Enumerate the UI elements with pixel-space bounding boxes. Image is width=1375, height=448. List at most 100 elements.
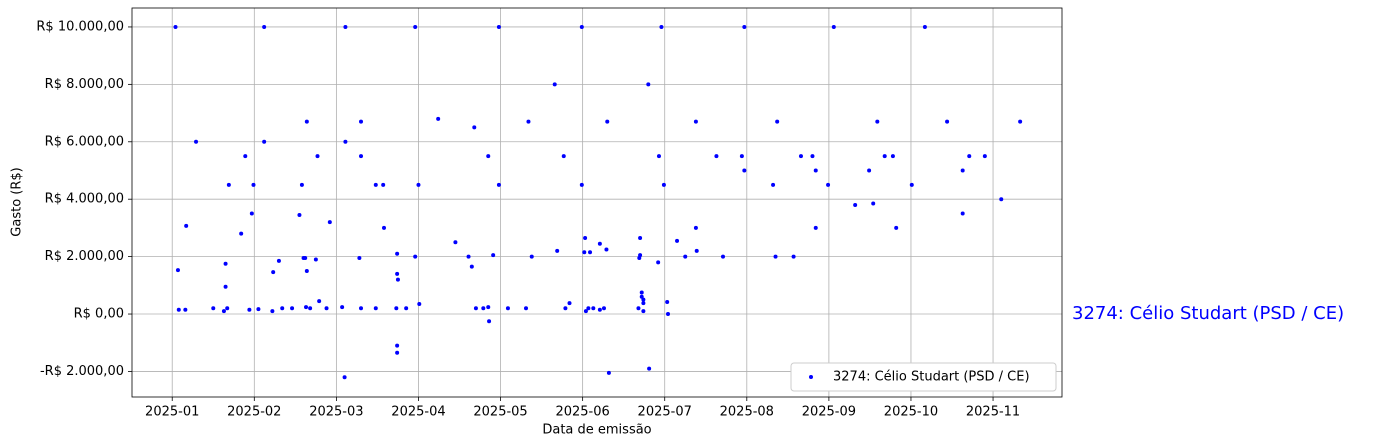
plot-frame: [131, 7, 1063, 398]
point: [496, 182, 501, 187]
point: [579, 182, 584, 187]
point: [890, 154, 895, 159]
point: [831, 24, 836, 29]
x-tick-label: 2025-11: [966, 405, 1020, 420]
point: [251, 182, 256, 187]
point: [271, 270, 276, 275]
point: [417, 301, 422, 306]
x-tick-label: 2025-06: [555, 405, 609, 420]
point: [588, 250, 593, 255]
point: [775, 119, 780, 124]
point: [473, 306, 478, 311]
point: [563, 306, 568, 311]
point: [606, 370, 611, 375]
y-tick-label: R$ 10.000,00: [36, 19, 124, 34]
point: [742, 168, 747, 173]
point: [243, 154, 248, 159]
y-axis-label: Gasto (R$): [10, 167, 25, 236]
point: [867, 168, 872, 173]
point: [826, 182, 831, 187]
point: [276, 258, 281, 263]
point: [810, 154, 815, 159]
point: [605, 119, 610, 124]
point: [638, 235, 643, 240]
point: [491, 253, 496, 258]
point: [561, 154, 566, 159]
point: [526, 119, 531, 124]
x-tick-label: 2025-09: [802, 405, 856, 420]
y-tick-label: R$ 0,00: [74, 307, 124, 322]
point: [343, 139, 348, 144]
point: [967, 154, 972, 159]
y-tick-label: R$ 2.000,00: [45, 249, 124, 264]
point: [373, 306, 378, 311]
point: [225, 306, 230, 311]
point: [853, 202, 858, 207]
point: [871, 201, 876, 206]
point: [436, 116, 441, 121]
x-tick-label: 2025-10: [884, 405, 938, 420]
point: [739, 154, 744, 159]
point: [583, 309, 588, 314]
point: [304, 268, 309, 273]
y-tick-label: R$ 6.000,00: [45, 134, 124, 149]
point: [960, 168, 965, 173]
point: [395, 251, 400, 256]
point: [413, 254, 418, 259]
point: [194, 139, 199, 144]
point: [395, 343, 400, 348]
point: [665, 299, 670, 304]
point: [641, 309, 646, 314]
point: [552, 82, 557, 87]
point: [586, 306, 591, 311]
point: [875, 119, 880, 124]
point: [466, 254, 471, 259]
point: [395, 271, 400, 276]
point: [297, 212, 302, 217]
point: [221, 309, 226, 314]
point: [661, 182, 666, 187]
point: [359, 119, 364, 124]
point: [798, 154, 803, 159]
point: [324, 306, 329, 311]
point: [487, 319, 492, 324]
point: [714, 154, 719, 159]
point: [481, 306, 486, 311]
point: [694, 248, 699, 253]
point: [659, 24, 664, 29]
point: [394, 306, 399, 311]
x-tick-label: 2025-04: [391, 405, 445, 420]
point: [656, 154, 661, 159]
point: [523, 306, 528, 311]
point: [280, 306, 285, 311]
point: [416, 182, 421, 187]
point: [583, 235, 588, 240]
point: [395, 350, 400, 355]
point: [176, 307, 181, 312]
point: [184, 223, 189, 228]
point: [646, 82, 651, 87]
point: [813, 225, 818, 230]
point: [413, 24, 418, 29]
point: [647, 366, 652, 371]
point: [183, 307, 188, 312]
point: [641, 297, 646, 302]
point: [882, 154, 887, 159]
point: [317, 299, 322, 304]
point: [395, 277, 400, 282]
point: [315, 154, 320, 159]
legend-marker: [809, 375, 813, 379]
point: [303, 256, 308, 261]
point: [638, 253, 643, 258]
x-tick-label: 2025-05: [473, 405, 527, 420]
point: [982, 154, 987, 159]
point: [340, 305, 345, 310]
point: [381, 182, 386, 187]
point: [601, 306, 606, 311]
legend-box: [790, 362, 1057, 392]
point: [211, 306, 216, 311]
point: [270, 309, 275, 314]
point: [313, 257, 318, 262]
point: [256, 307, 261, 312]
point: [472, 125, 477, 130]
